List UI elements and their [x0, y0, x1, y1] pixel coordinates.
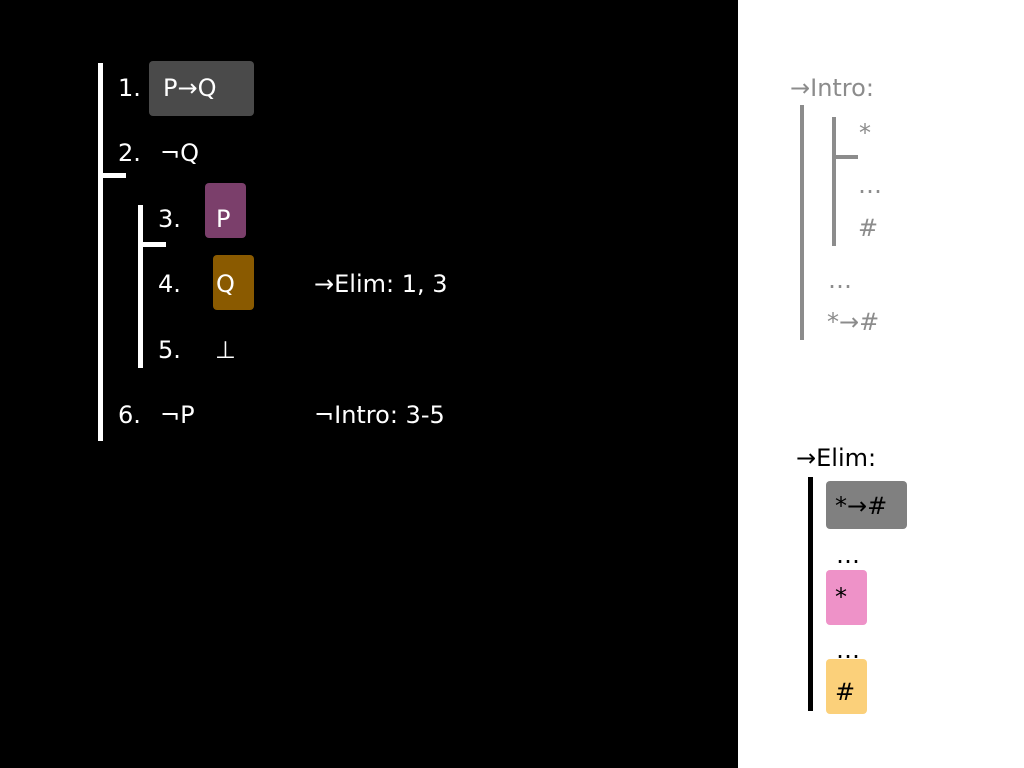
highlight-q	[213, 255, 254, 310]
highlight-conditional	[149, 61, 254, 116]
intro-assumption: *	[859, 119, 871, 147]
intro-inner-separator	[832, 155, 858, 159]
main-scope-line	[98, 63, 103, 441]
elim-dots-1: …	[836, 541, 860, 569]
line-formula-1: P→Q	[163, 74, 217, 102]
elim-conclusion-box	[826, 659, 867, 714]
line-number-2: 2.	[118, 139, 141, 167]
premise-separator	[98, 173, 126, 178]
elim-antecedent-box	[826, 570, 867, 625]
line-number-3: 3.	[158, 205, 181, 233]
line-justification-4: →Elim: 1, 3	[314, 270, 448, 298]
elim-conditional-box	[826, 481, 907, 529]
line-formula-2: ¬Q	[160, 139, 199, 167]
intro-inner-scope-line	[832, 117, 836, 246]
intro-inner-dots: …	[858, 171, 882, 199]
line-formula-5: ⊥	[215, 336, 236, 364]
intro-conclusion: *→#	[827, 308, 880, 336]
rules-panel: →Intro: * … # … *→# →Elim: *→# … * … #	[738, 0, 1024, 768]
elim-premise-conditional: *→#	[835, 492, 888, 520]
line-justification-6: ¬Intro: 3-5	[314, 401, 445, 429]
elim-rule-title: →Elim:	[796, 444, 877, 472]
line-number-4: 4.	[158, 270, 181, 298]
line-formula-4: Q	[216, 270, 235, 298]
elim-conclusion: #	[835, 678, 856, 706]
line-number-1: 1.	[118, 74, 141, 102]
elim-premise-antecedent: *	[835, 583, 847, 611]
line-formula-6: ¬P	[160, 401, 195, 429]
line-formula-3: P	[216, 205, 231, 233]
intro-outer-scope-line	[800, 105, 804, 340]
intro-rule-title: →Intro:	[790, 74, 874, 102]
elim-scope-line	[808, 477, 813, 711]
intro-outer-dots: …	[828, 266, 852, 294]
subproof-scope-line	[138, 205, 143, 368]
line-number-5: 5.	[158, 336, 181, 364]
line-number-6: 6.	[118, 401, 141, 429]
subproof-separator	[138, 242, 166, 247]
intro-inner-result: #	[858, 214, 879, 242]
proof-panel: 1. P→Q 2. ¬Q 3. P 4. Q →Elim: 1, 3 5. ⊥ …	[0, 0, 738, 768]
highlight-p	[205, 183, 246, 238]
